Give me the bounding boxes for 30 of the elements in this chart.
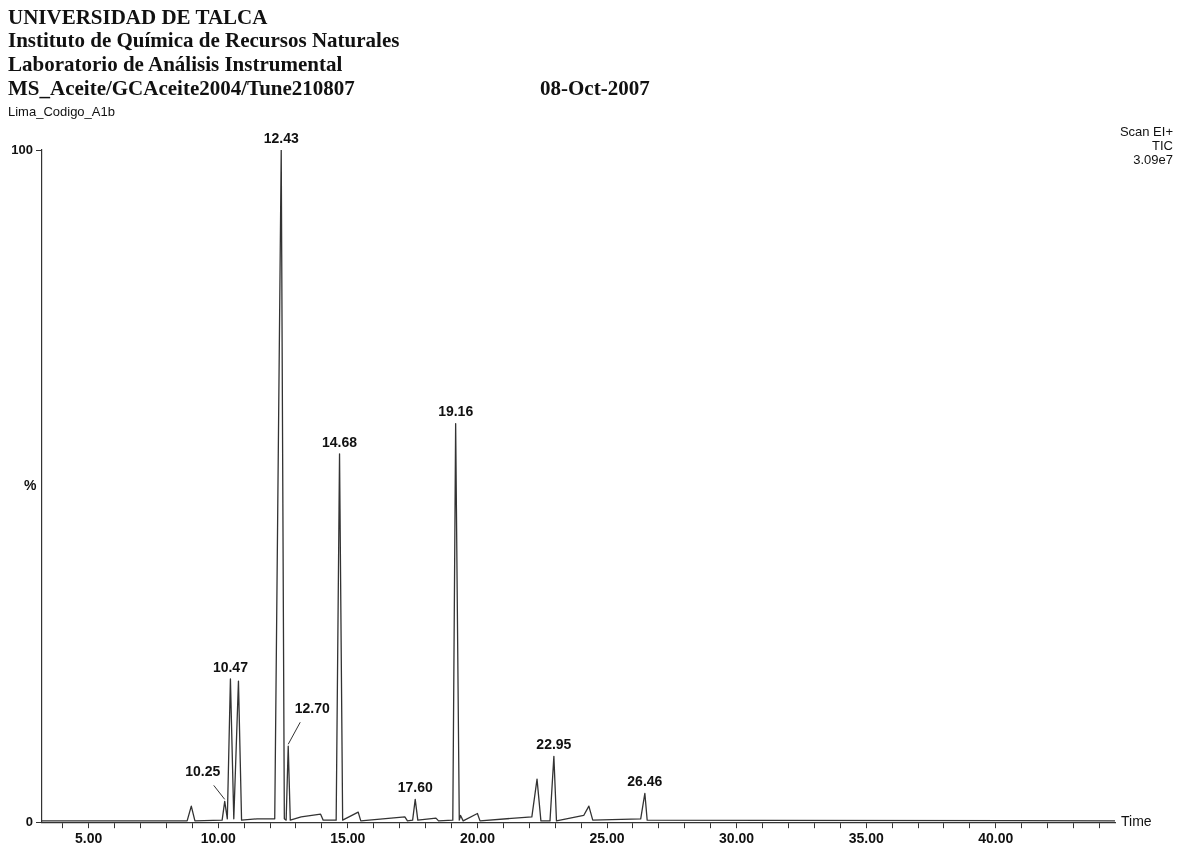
annotation: 22.95 (536, 736, 572, 753)
chart-title: UNIVERSIDAD DE TALCA (8, 5, 268, 30)
text: 3.09e7 (1133, 152, 1173, 167)
annotation: 10.47 (212, 658, 249, 675)
x-tick-label: 30.00 (719, 830, 755, 847)
text: Laboratorio de Análisis Instrumental (8, 52, 343, 77)
annotation: 12.70 (294, 700, 330, 717)
annotation: 26.46 (627, 773, 663, 790)
text: 08-Oct-2007 (540, 76, 650, 101)
annotation: 17.60 (397, 779, 433, 796)
text: TIC (1152, 138, 1173, 153)
x-tick-label: 5.00 (75, 830, 103, 847)
y-axis-title: % (24, 476, 37, 493)
chart-subtitle: Instituto de Química de Recursos Naturales (8, 28, 400, 53)
text: Lima_Codigo_A1b (8, 104, 115, 119)
x-tick-label: 40.00 (978, 830, 1014, 847)
x-tick-label: 35.00 (848, 830, 884, 847)
text: Scan EI+ (1119, 124, 1173, 139)
annotation: 19.16 (438, 403, 474, 420)
y-tick-label: 100 (11, 141, 33, 157)
annotation: 14.68 (322, 433, 358, 450)
text: MS_Aceite/GCAceite2004/Tune210807 (8, 76, 355, 101)
annotation: 12.43 (263, 129, 299, 146)
x-axis-title: Time (1121, 813, 1152, 830)
x-tick-label: 10.00 (200, 830, 236, 847)
annotation: 10.25 (185, 763, 221, 780)
x-tick-label: 20.00 (459, 830, 496, 847)
y-tick-label: 0 (25, 813, 33, 829)
x-tick-label: 25.00 (589, 830, 625, 847)
x-tick-label: 15.00 (330, 830, 366, 847)
